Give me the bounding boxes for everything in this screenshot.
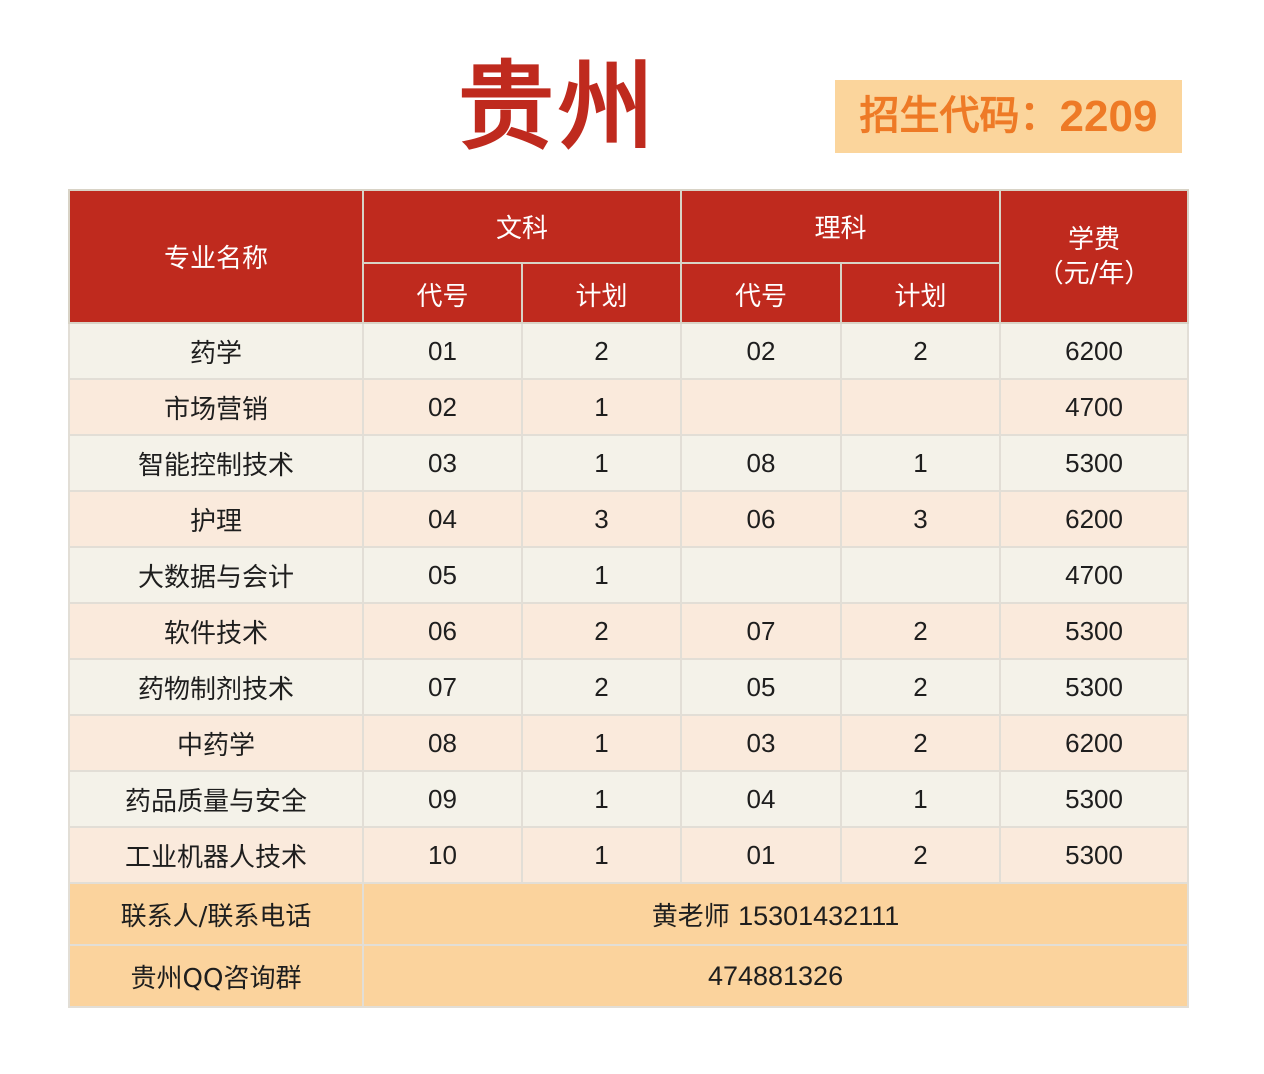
cell-li-code: 06 [680,490,843,548]
header-liberal-arts: 文科 [361,189,683,264]
cell-wen-code: 01 [362,322,523,380]
cell-major: 药学 [68,322,364,380]
cell-li-code: 08 [680,434,843,492]
table-row: 药物制剂技术 07 2 05 2 5300 [68,658,1190,716]
contact-value: 黄老师 15301432111 [361,882,1190,946]
cell-fee: 5300 [999,826,1190,884]
table-row: 智能控制技术 03 1 08 1 5300 [68,434,1190,492]
cell-li-plan: 2 [840,714,1002,772]
cell-li-code: 04 [680,770,843,828]
header-liberal-arts-code: 代号 [362,262,523,324]
cell-li-plan [840,546,1002,604]
table-row: 软件技术 06 2 07 2 5300 [68,602,1190,660]
header-science-code: 代号 [680,262,843,324]
cell-wen-code: 05 [362,546,523,604]
header-row-top: 专业名称 文科 理科 学费 （元/年） [68,189,1190,324]
cell-major: 大数据与会计 [68,546,364,604]
cell-wen-code: 08 [362,714,523,772]
cell-wen-code: 07 [362,658,523,716]
cell-wen-code: 10 [362,826,523,884]
cell-li-plan: 2 [840,826,1002,884]
header-science: 理科 [680,189,1002,264]
cell-wen-code: 04 [362,490,523,548]
cell-major: 工业机器人技术 [68,826,364,884]
cell-li-code: 07 [680,602,843,660]
cell-wen-plan: 2 [520,322,683,380]
cell-fee: 6200 [999,322,1190,380]
cell-fee: 5300 [999,602,1190,660]
cell-li-plan [840,378,1002,436]
cell-major: 市场营销 [68,378,364,436]
cell-li-plan: 1 [840,434,1002,492]
cell-li-plan: 1 [840,770,1002,828]
table-row: 药品质量与安全 09 1 04 1 5300 [68,770,1190,828]
table-row: 大数据与会计 05 1 4700 [68,546,1190,604]
cell-wen-plan: 1 [520,378,683,436]
header-major: 专业名称 [68,189,364,324]
cell-wen-code: 09 [362,770,523,828]
cell-li-code: 01 [680,826,843,884]
cell-fee: 4700 [999,378,1190,436]
header-fee-line1: 学费 [1068,224,1121,255]
header-fee-line2: （元/年） [1037,258,1151,289]
cell-major: 软件技术 [68,602,364,660]
cell-major: 药品质量与安全 [68,770,364,828]
cell-wen-plan: 1 [520,714,683,772]
cell-wen-plan: 2 [520,602,683,660]
enrollment-plan-table: 专业名称 文科 理科 学费 （元/年） 代号 计划 代号 计划 药学 01 2 … [68,189,1190,1008]
table-row: 工业机器人技术 10 1 01 2 5300 [68,826,1190,884]
enrollment-code-badge: 招生代码： 2209 [835,80,1182,153]
cell-wen-plan: 1 [520,770,683,828]
cell-li-code: 02 [680,322,843,380]
cell-fee: 5300 [999,658,1190,716]
enrollment-code-value: 2209 [1059,92,1158,141]
cell-major: 中药学 [68,714,364,772]
cell-wen-plan: 3 [520,490,683,548]
cell-li-code: 05 [680,658,843,716]
cell-major: 药物制剂技术 [68,658,364,716]
cell-fee: 4700 [999,546,1190,604]
table-row: 市场营销 02 1 4700 [68,378,1190,436]
enrollment-code-label: 招生代码： [859,93,1060,139]
table-row: 药学 01 2 02 2 6200 [68,322,1190,380]
cell-fee: 6200 [999,714,1190,772]
header-liberal-arts-plan: 计划 [520,262,683,324]
cell-wen-code: 02 [362,378,523,436]
header-science-plan: 计划 [840,262,1002,324]
cell-fee: 5300 [999,434,1190,492]
contact-name: 黄老师 [651,901,730,932]
cell-fee: 5300 [999,770,1190,828]
qq-group-number: 474881326 [707,960,844,991]
cell-wen-code: 06 [362,602,523,660]
header-fee: 学费 （元/年） [999,189,1190,324]
table-row: 护理 04 3 06 3 6200 [68,490,1190,548]
cell-li-plan: 2 [840,658,1002,716]
cell-wen-plan: 1 [520,826,683,884]
table-row: 中药学 08 1 03 2 6200 [68,714,1190,772]
cell-li-code: 03 [680,714,843,772]
qq-group-value: 474881326 [361,944,1190,1008]
contact-phone: 15301432111 [738,900,900,931]
cell-li-plan: 2 [840,602,1002,660]
cell-li-plan: 3 [840,490,1002,548]
cell-wen-plan: 1 [520,434,683,492]
cell-li-code [680,546,843,604]
cell-li-plan: 2 [840,322,1002,380]
contact-label: 联系人/联系电话 [68,882,364,946]
cell-li-code [680,378,843,436]
qq-group-row: 贵州QQ咨询群 474881326 [68,944,1190,1008]
cell-fee: 6200 [999,490,1190,548]
page-title: 贵州 [458,51,658,163]
cell-wen-code: 03 [362,434,523,492]
cell-major: 护理 [68,490,364,548]
header-row-sub: 代号 计划 代号 计划 [69,262,1188,324]
cell-wen-plan: 2 [520,658,683,716]
cell-wen-plan: 1 [520,546,683,604]
cell-major: 智能控制技术 [68,434,364,492]
qq-group-label: 贵州QQ咨询群 [68,944,364,1008]
contact-row: 联系人/联系电话 黄老师 15301432111 [68,882,1190,946]
